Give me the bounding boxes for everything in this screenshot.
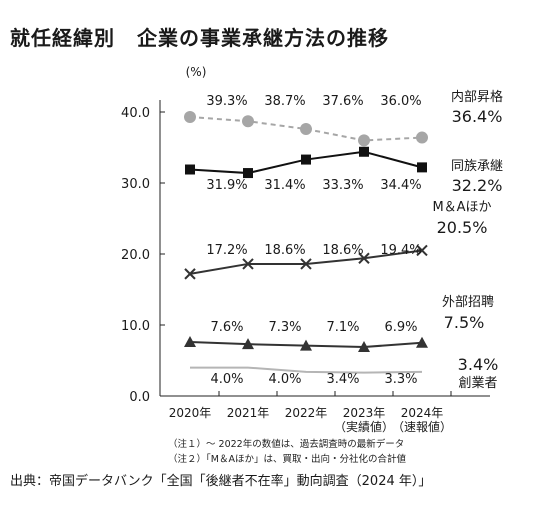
- data-label-internal: 39.3%: [206, 94, 247, 109]
- data-point: [359, 146, 369, 157]
- data-label-external: 7.1%: [326, 320, 359, 335]
- y-tick-label: 10.0: [121, 319, 150, 334]
- note-2: （注２）「M＆Aほか」は、買取・出向・分社化の合計値: [168, 454, 406, 465]
- data-point-stroke: [416, 244, 428, 257]
- y-tick-label: 30.0: [121, 177, 150, 192]
- data-point: [300, 123, 312, 136]
- legend-founder: 創業者: [458, 375, 497, 391]
- data-point: [358, 341, 370, 353]
- data-point: [242, 115, 254, 128]
- final-label-ma: 20.5%: [437, 218, 488, 237]
- data-label-founder: 4.0%: [210, 372, 243, 387]
- y-tick-label: 0.0: [129, 390, 150, 405]
- y-tick-label: 20.0: [121, 248, 150, 263]
- data-point-stroke: [300, 258, 312, 270]
- data-point: [242, 338, 254, 350]
- data-point: [300, 339, 312, 351]
- data-label-external: 7.3%: [268, 320, 301, 335]
- data-label-ma: 18.6%: [322, 243, 363, 258]
- legend-ma: M＆Aほか: [432, 200, 491, 215]
- final-label-founder: 3.4%: [458, 355, 499, 374]
- data-point: [243, 168, 253, 179]
- data-point: [417, 162, 427, 173]
- data-label-founder: 3.3%: [384, 372, 417, 387]
- data-label-ma: 17.2%: [206, 243, 247, 258]
- series-line-0: [189, 115, 423, 142]
- source-text: 出典：帝国データバンク「全国「後継者不在率」動向調査（2024 年）」: [10, 474, 432, 489]
- x-tick-label: 2021年: [227, 406, 270, 420]
- y-axis-unit-label: (%): [186, 65, 207, 79]
- data-point: [358, 134, 370, 147]
- note-1: （注１）～ 2022年の数値は、過去調査時の最新データ: [168, 439, 405, 450]
- chart-title-main: 就任経緯別: [10, 26, 115, 50]
- data-label-external: 7.6%: [210, 320, 243, 335]
- x-tick-label: 2023年: [343, 406, 386, 420]
- data-point: [301, 154, 311, 165]
- data-label-ma: 19.4%: [380, 243, 421, 258]
- data-label-internal: 36.0%: [380, 94, 421, 109]
- x-tick-sublabel: （速報値）: [392, 419, 452, 434]
- data-point: [185, 164, 195, 175]
- data-label-external: 6.9%: [384, 320, 417, 335]
- data-point: [416, 244, 428, 257]
- x-tick-label: 2024年: [401, 406, 444, 420]
- data-point: [416, 131, 428, 144]
- chart-title: 就任経緯別 企業の事業承継方法の推移: [10, 22, 389, 51]
- line-chart: (%) 0.0 10.0 20.0 30.0 40.0 2020年 2021年 2022年 202…: [121, 65, 503, 434]
- data-label-founder: 4.0%: [268, 372, 301, 387]
- y-tick-label: 40.0: [121, 106, 150, 121]
- chart-subtitle: 企業の事業承継方法の推移: [137, 26, 389, 50]
- x-tick-label: 2020年: [169, 406, 212, 420]
- legend-external: 外部招聘: [442, 295, 494, 310]
- data-label-founder: 3.4%: [326, 372, 359, 387]
- data-label-family: 34.4%: [380, 178, 421, 193]
- data-point-stroke: [358, 252, 370, 264]
- x-tick-sublabel: （実績値）: [334, 419, 394, 434]
- data-label-internal: 37.6%: [322, 94, 363, 109]
- final-label-external: 7.5%: [444, 313, 485, 332]
- data-point-stroke: [184, 268, 196, 280]
- data-label-family: 31.9%: [206, 178, 247, 193]
- final-label-family: 32.2%: [452, 176, 503, 195]
- data-label-ma: 18.6%: [264, 243, 305, 258]
- series-line-4: [190, 366, 423, 374]
- data-label-family: 31.4%: [264, 178, 305, 193]
- data-point: [242, 258, 254, 270]
- data-point: [184, 110, 196, 123]
- final-label-internal: 36.4%: [452, 107, 503, 126]
- data-label-family: 33.3%: [322, 178, 363, 193]
- x-tick-label: 2022年: [285, 406, 328, 420]
- data-point-stroke: [242, 258, 254, 270]
- data-point: [358, 252, 370, 264]
- data-point: [416, 336, 428, 348]
- data-label-internal: 38.7%: [264, 94, 305, 109]
- legend-internal: 内部昇格: [451, 89, 503, 105]
- data-point: [184, 336, 196, 348]
- legend-family: 同族承継: [451, 158, 503, 174]
- data-point: [300, 258, 312, 270]
- data-point: [184, 268, 196, 280]
